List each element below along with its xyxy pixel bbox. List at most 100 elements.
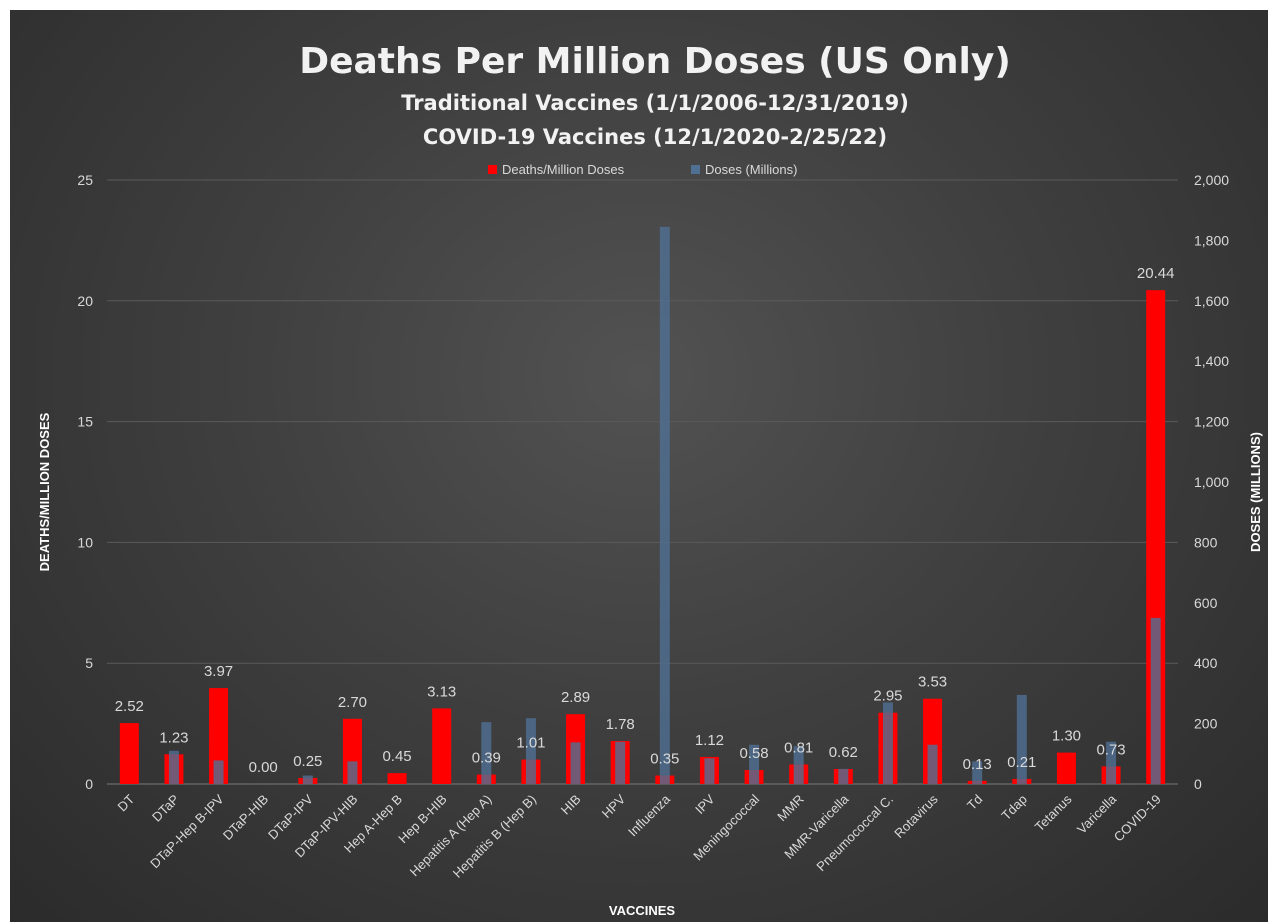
y-tick-label: 25 bbox=[77, 172, 93, 188]
deaths-bar-6 bbox=[387, 773, 407, 784]
y2-axis-title: DOSES (MILLIONS) bbox=[1248, 432, 1263, 552]
category-label: COVID-19 bbox=[1111, 792, 1164, 845]
category-label: HPV bbox=[599, 791, 629, 821]
legend-swatch-deaths bbox=[488, 165, 497, 174]
deaths-data-label: 20.44 bbox=[1137, 265, 1175, 282]
deaths-data-label: 0.39 bbox=[472, 750, 501, 767]
doses-bar-19 bbox=[972, 761, 983, 784]
doses-bar-10 bbox=[570, 742, 581, 784]
x-axis-title: VACCINES bbox=[609, 903, 676, 918]
doses-bar-20 bbox=[1016, 694, 1027, 784]
category-label: DT bbox=[115, 791, 138, 814]
y2-tick-label: 400 bbox=[1194, 655, 1218, 671]
category-label: Hepatitis B (Hep B) bbox=[450, 792, 539, 881]
deaths-data-label: 2.95 bbox=[873, 688, 902, 705]
deaths-data-label: 1.12 bbox=[695, 732, 724, 749]
deaths-data-label: 0.81 bbox=[784, 739, 813, 756]
y2-tick-label: 600 bbox=[1194, 595, 1218, 611]
deaths-data-label: 0.58 bbox=[739, 745, 768, 762]
y-tick-label: 20 bbox=[77, 293, 93, 309]
doses-bar-12 bbox=[659, 226, 670, 784]
deaths-data-label: 1.01 bbox=[516, 735, 545, 752]
deaths-data-label: 3.53 bbox=[918, 674, 947, 691]
y-tick-label: 0 bbox=[85, 776, 93, 792]
y2-tick-label: 2,000 bbox=[1194, 172, 1229, 188]
doses-bar-17 bbox=[882, 702, 893, 784]
deaths-data-label: 0.21 bbox=[1007, 754, 1036, 771]
category-label: DTaP bbox=[149, 792, 182, 825]
y2-tick-label: 1,800 bbox=[1194, 232, 1229, 248]
doses-bar-1 bbox=[168, 750, 179, 784]
deaths-data-label: 0.13 bbox=[963, 756, 992, 773]
left-axis-ticks: 0 5 10 15 20 25 bbox=[77, 172, 93, 792]
y-tick-label: 5 bbox=[85, 655, 93, 671]
category-label: Tetanus bbox=[1032, 791, 1075, 834]
deaths-data-label: 0.62 bbox=[829, 744, 858, 761]
category-label: IPV bbox=[692, 791, 718, 817]
deaths-data-label: 1.78 bbox=[606, 716, 635, 733]
y-axis-title: DEATHS/MILLION DOSES bbox=[37, 412, 52, 571]
category-label: MMR bbox=[774, 792, 807, 825]
deaths-bar-7 bbox=[432, 708, 452, 784]
deaths-data-label: 1.23 bbox=[159, 729, 188, 746]
doses-bar-8 bbox=[481, 722, 492, 784]
doses-bar-13 bbox=[704, 758, 715, 784]
legend-label-doses: Doses (Millions) bbox=[705, 162, 797, 177]
category-label: DTaP-HIB bbox=[220, 792, 271, 843]
y2-tick-label: 1,600 bbox=[1194, 293, 1229, 309]
doses-bar-9 bbox=[525, 718, 536, 784]
doses-bar-2 bbox=[213, 760, 224, 784]
chart-title: Deaths Per Million Doses (US Only) bbox=[299, 41, 1011, 82]
y-tick-label: 15 bbox=[77, 414, 93, 430]
category-label: Rotavirus bbox=[891, 791, 941, 841]
chart: Deaths Per Million Doses (US Only) Tradi… bbox=[37, 41, 1263, 918]
bars bbox=[119, 226, 1166, 784]
y2-tick-label: 1,400 bbox=[1194, 353, 1229, 369]
y-tick-label: 10 bbox=[77, 534, 93, 550]
doses-bar-15 bbox=[793, 746, 804, 784]
doses-bar-18 bbox=[927, 744, 938, 784]
category-label: Influenza bbox=[625, 791, 673, 839]
deaths-data-label: 1.30 bbox=[1052, 728, 1081, 745]
deaths-bar-21 bbox=[1056, 752, 1076, 784]
gridlines bbox=[107, 179, 1178, 785]
deaths-data-label: 0.00 bbox=[249, 759, 278, 776]
category-label: Hepatitis A (Hep A) bbox=[407, 792, 495, 880]
doses-bar-4 bbox=[302, 775, 313, 784]
doses-bar-22 bbox=[1106, 741, 1117, 784]
chart-panel: Deaths Per Million Doses (US Only) Tradi… bbox=[10, 10, 1268, 922]
legend-label-deaths: Deaths/Million Doses bbox=[502, 162, 625, 177]
doses-bar-5 bbox=[347, 761, 358, 784]
doses-bar-11 bbox=[615, 741, 626, 784]
y2-tick-label: 1,200 bbox=[1194, 414, 1229, 430]
deaths-data-label: 3.97 bbox=[204, 663, 233, 680]
category-label: Td bbox=[964, 792, 985, 813]
deaths-data-label: 0.35 bbox=[650, 751, 679, 768]
deaths-data-label: 2.70 bbox=[338, 694, 367, 711]
right-axis-ticks: 0 200 400 600 800 1,000 1,200 1,400 1,600 1,800 2,… bbox=[1194, 172, 1229, 792]
doses-bar-23 bbox=[1150, 617, 1161, 784]
deaths-data-label: 2.52 bbox=[115, 698, 144, 715]
data-labels: 2.52 1.23 3.97 0.00 0.25 2.70 0.45 3.13 0.39 1.01… bbox=[115, 265, 1175, 776]
deaths-bar-0 bbox=[119, 723, 139, 784]
category-label: HIB bbox=[558, 792, 584, 818]
doses-bar-14 bbox=[749, 744, 760, 784]
chart-subtitle-2: COVID-19 Vaccines (12/1/2020-2/25/22) bbox=[423, 125, 887, 149]
y2-tick-label: 1,000 bbox=[1194, 474, 1229, 490]
y2-tick-label: 0 bbox=[1194, 776, 1202, 792]
legend: Deaths/Million Doses Doses (Millions) bbox=[488, 162, 797, 177]
deaths-data-label: 0.73 bbox=[1096, 741, 1125, 758]
doses-bar-16 bbox=[838, 768, 849, 784]
category-label: Pneumococcal C. bbox=[813, 792, 896, 875]
chart-subtitle-1: Traditional Vaccines (1/1/2006-12/31/201… bbox=[401, 91, 909, 115]
category-label: Tdap bbox=[998, 792, 1030, 824]
deaths-bar-2 bbox=[209, 688, 229, 784]
y2-tick-label: 200 bbox=[1194, 716, 1218, 732]
deaths-data-label: 0.25 bbox=[293, 753, 322, 770]
y2-tick-label: 800 bbox=[1194, 534, 1218, 550]
deaths-data-label: 2.89 bbox=[561, 689, 590, 706]
category-label: Varicella bbox=[1074, 791, 1120, 837]
deaths-data-label: 3.13 bbox=[427, 683, 456, 700]
deaths-data-label: 0.45 bbox=[382, 748, 411, 765]
